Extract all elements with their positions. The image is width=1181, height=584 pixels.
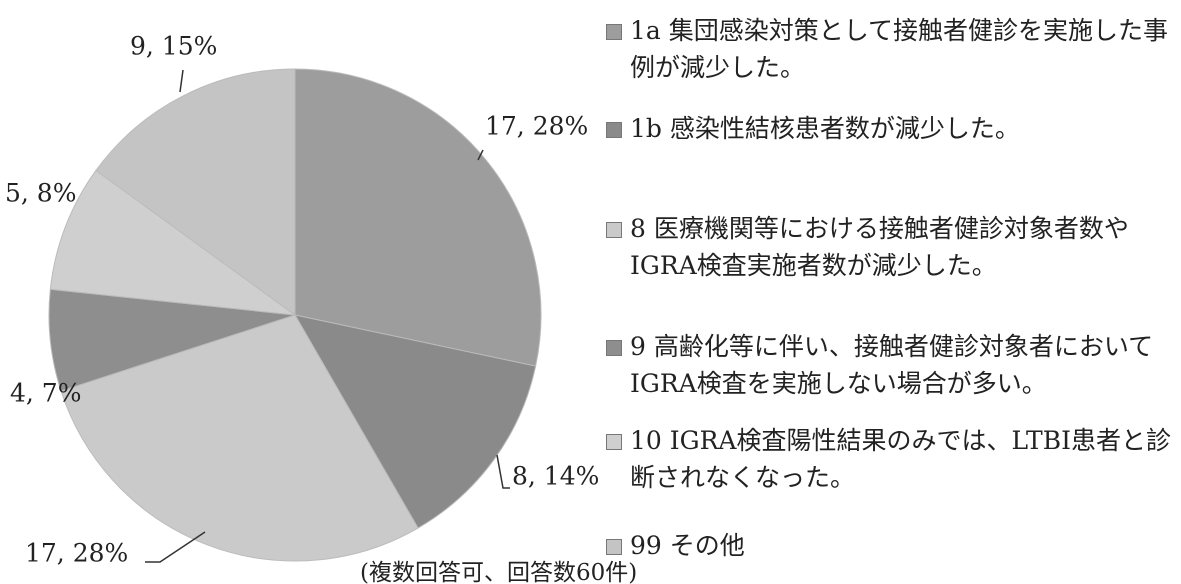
legend-label: 8 医療機関等における接触者健診対象者数やIGRA検査実施者数が減少した。 [630, 214, 1129, 280]
legend-label: 10 IGRA検査陽性結果のみでは、LTBI患者と診断されなくなった。 [630, 426, 1171, 492]
legend-item: 8 医療機関等における接触者健診対象者数やIGRA検査実施者数が減少した。 [606, 210, 1176, 284]
pie-slice [60, 314, 419, 562]
legend-label: 9 高齢化等に伴い、接触者健診対象者においてIGRA検査を実施しない場合が多い。 [630, 332, 1154, 398]
legend-label: 1b 感染性結核患者数が減少した。 [630, 114, 1020, 143]
leader-line [477, 149, 484, 161]
data-label: 8, 14% [512, 462, 599, 491]
note: (複数回答可、回答数60件) [360, 560, 638, 584]
data-label: 5, 8% [5, 179, 76, 208]
data-label: 17, 28% [485, 112, 588, 141]
legend-label: 99 その他 [630, 531, 745, 560]
data-label: 9, 15% [130, 32, 217, 61]
pie-slice [95, 68, 296, 316]
legend-swatch [606, 340, 622, 356]
data-label: 4, 7% [10, 379, 81, 408]
legend-item: 9 高齢化等に伴い、接触者健診対象者においてIGRA検査を実施しない場合が多い。 [606, 328, 1176, 402]
legend-swatch [606, 24, 622, 40]
legend-item: 1a 集団感染対策として接触者健診を実施した事例が減少した。 [606, 12, 1176, 86]
leader-line [496, 454, 510, 489]
legend-item: 1b 感染性結核患者数が減少した。 [606, 110, 1176, 147]
pie-slice [49, 169, 297, 316]
legend-swatch [606, 434, 622, 450]
legend-item: 99 その他 [606, 527, 1176, 564]
leader-line [179, 69, 184, 93]
leader-line [145, 531, 206, 563]
pie-slice [294, 68, 542, 367]
data-label: 17, 28% [25, 539, 128, 568]
legend-swatch [606, 539, 622, 555]
legend-item: 10 IGRA検査陽性結果のみでは、LTBI患者と診断されなくなった。 [606, 422, 1176, 496]
pie-slice [294, 314, 537, 529]
legend-label: 1a 集団感染対策として接触者健診を実施した事例が減少した。 [630, 16, 1169, 82]
legend-swatch [606, 222, 622, 238]
legend-swatch [606, 122, 622, 138]
